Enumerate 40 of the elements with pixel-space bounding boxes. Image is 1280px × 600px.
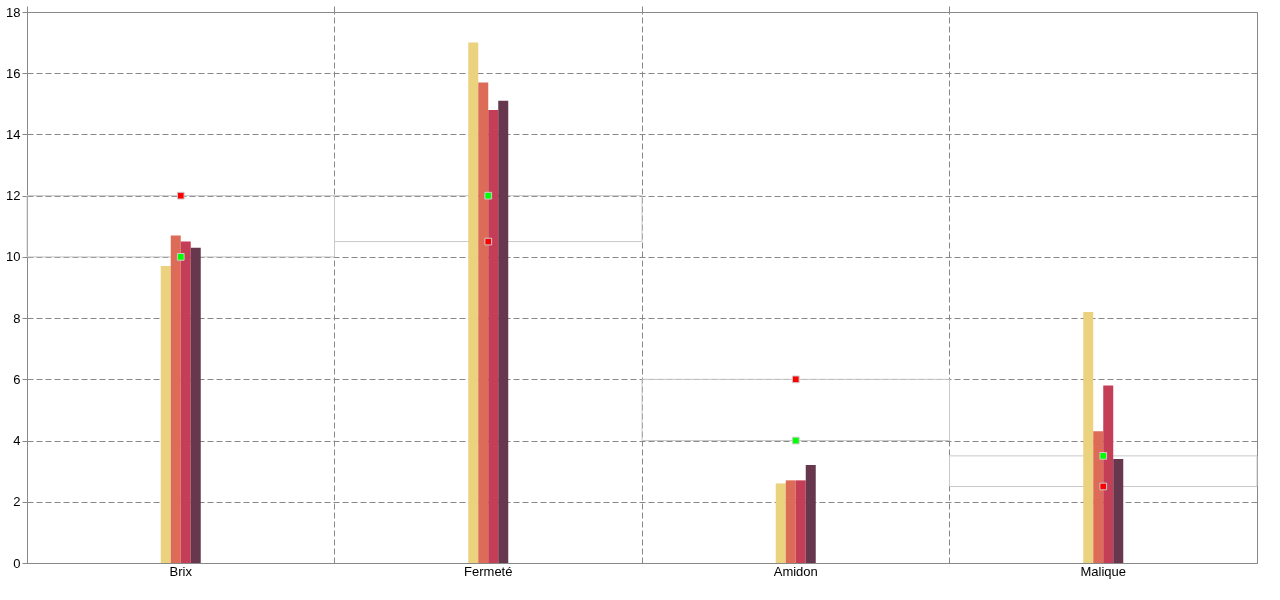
y-tick-label: 4 bbox=[13, 433, 21, 449]
y-tick-label: 10 bbox=[6, 249, 21, 265]
point bbox=[1099, 482, 1108, 491]
bar bbox=[775, 483, 786, 563]
bar bbox=[498, 100, 509, 563]
x-tick-label: Amidon bbox=[773, 563, 818, 579]
y-tick-label: 16 bbox=[6, 65, 21, 81]
y-tick-label: 6 bbox=[13, 371, 21, 387]
point bbox=[1099, 452, 1108, 460]
bar bbox=[949, 455, 1258, 487]
point bbox=[484, 191, 493, 200]
point bbox=[791, 375, 800, 384]
bar bbox=[190, 247, 201, 563]
x-tick-label: Malique bbox=[1080, 563, 1127, 579]
bar bbox=[180, 241, 191, 563]
bar bbox=[805, 465, 816, 563]
bar bbox=[1113, 458, 1124, 563]
bar bbox=[160, 266, 171, 563]
bar bbox=[641, 378, 950, 442]
x-tick-label: Fermeté bbox=[464, 563, 513, 579]
point bbox=[484, 237, 493, 246]
bar bbox=[1093, 431, 1104, 563]
y-tick-label: 18 bbox=[6, 4, 21, 20]
y-tick-label: 14 bbox=[6, 126, 21, 142]
point bbox=[176, 191, 185, 200]
y-tick-label: 12 bbox=[6, 188, 21, 204]
bar bbox=[1103, 385, 1114, 563]
bar bbox=[1083, 311, 1094, 563]
point bbox=[176, 253, 185, 261]
y-tick-label: 8 bbox=[13, 310, 21, 326]
bar bbox=[795, 480, 806, 563]
y-tick-label: 0 bbox=[13, 555, 21, 571]
bar bbox=[785, 480, 796, 563]
x-tick-label: Brix bbox=[169, 563, 193, 579]
bar bbox=[478, 82, 489, 563]
bar bbox=[468, 42, 479, 563]
y-tick-label: 2 bbox=[13, 494, 21, 510]
bar bbox=[488, 109, 499, 563]
point bbox=[791, 436, 800, 445]
bar bbox=[170, 235, 181, 563]
